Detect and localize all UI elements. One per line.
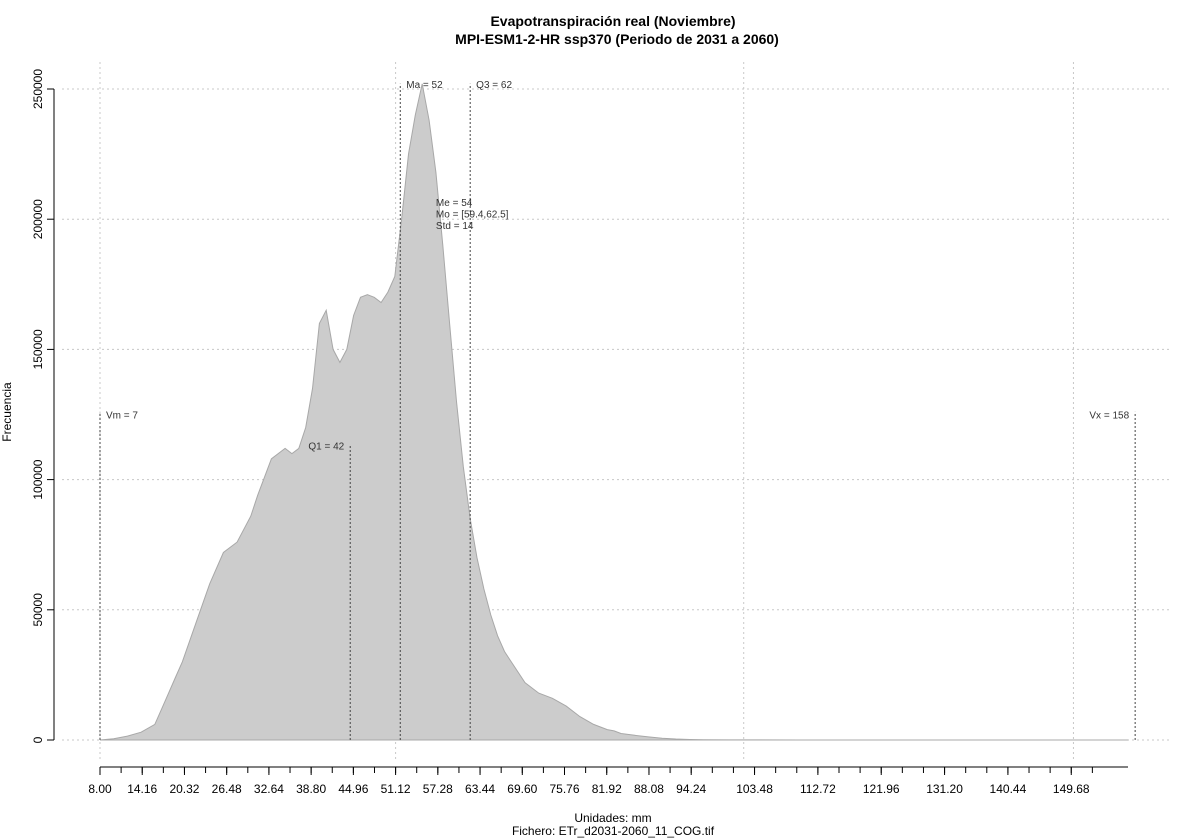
y-tick-label: 150000 bbox=[31, 329, 45, 369]
x-tick-label: 94.24 bbox=[676, 782, 706, 796]
y-tick-label: 200000 bbox=[31, 199, 45, 239]
density-fill bbox=[99, 83, 1129, 741]
x-tick-label: 44.96 bbox=[338, 782, 368, 796]
x-tick-label: 57.28 bbox=[423, 782, 453, 796]
x-tick-label: 38.80 bbox=[296, 782, 326, 796]
x-tick-label: 88.08 bbox=[634, 782, 664, 796]
x-tick-label: 121.96 bbox=[863, 782, 900, 796]
x-tick-label: 69.60 bbox=[507, 782, 537, 796]
x-tick-label: 63.44 bbox=[465, 782, 495, 796]
annotation-label: Vx = 158 bbox=[1089, 411, 1129, 422]
stats-label: Mo = [59.4,62.5] bbox=[436, 210, 509, 221]
x-tick-label: 14.16 bbox=[127, 782, 157, 796]
annotation-label: Q1 = 42 bbox=[308, 442, 344, 453]
x-axis-title: Unidades: mm bbox=[574, 811, 651, 825]
x-tick-label: 103.48 bbox=[736, 782, 773, 796]
file-caption: Fichero: ETr_d2031-2060_11_COG.tif bbox=[512, 824, 715, 838]
stats-label: Std = 14 bbox=[436, 221, 474, 232]
chart-title: Evapotranspiración real (Noviembre) bbox=[490, 13, 735, 29]
x-tick-label: 75.76 bbox=[549, 782, 579, 796]
axes: 0 50000 100000 150000 200000 250000 8.00 14.16 2… bbox=[31, 69, 1128, 796]
x-tick-label: 112.72 bbox=[800, 782, 836, 796]
stat-markers bbox=[99, 83, 1136, 740]
y-tick-label: 100000 bbox=[31, 459, 45, 499]
x-tick-label: 8.00 bbox=[88, 782, 112, 796]
x-tick-label: 51.12 bbox=[381, 782, 411, 796]
stats-label: Me = 54 bbox=[436, 198, 473, 209]
chart-subtitle: MPI-ESM1-2-HR ssp370 (Periodo de 2031 a … bbox=[455, 31, 779, 47]
y-tick-label: 250000 bbox=[31, 69, 45, 109]
x-tick-label: 20.32 bbox=[169, 782, 199, 796]
x-tick-label: 131.20 bbox=[926, 782, 963, 796]
annotation-label: Ma = 52 bbox=[406, 80, 443, 91]
x-tick-label: 81.92 bbox=[592, 782, 622, 796]
annotation-label: Vm = 7 bbox=[106, 411, 138, 422]
annotations: Vm = 7 Q1 = 42 Ma = 52 Q3 = 62 Vx = 158 Me = … bbox=[106, 80, 1130, 453]
x-tick-label: 140.44 bbox=[990, 782, 1027, 796]
x-tick-label: 149.68 bbox=[1053, 782, 1090, 796]
y-tick-label: 0 bbox=[31, 736, 45, 743]
x-tick-label: 26.48 bbox=[212, 782, 242, 796]
x-tick-label: 32.64 bbox=[254, 782, 284, 796]
density-area bbox=[99, 83, 1129, 741]
annotation-label: Q3 = 62 bbox=[476, 80, 512, 91]
y-axis-title: Frecuencia bbox=[0, 382, 14, 442]
y-tick-label: 50000 bbox=[31, 593, 45, 627]
